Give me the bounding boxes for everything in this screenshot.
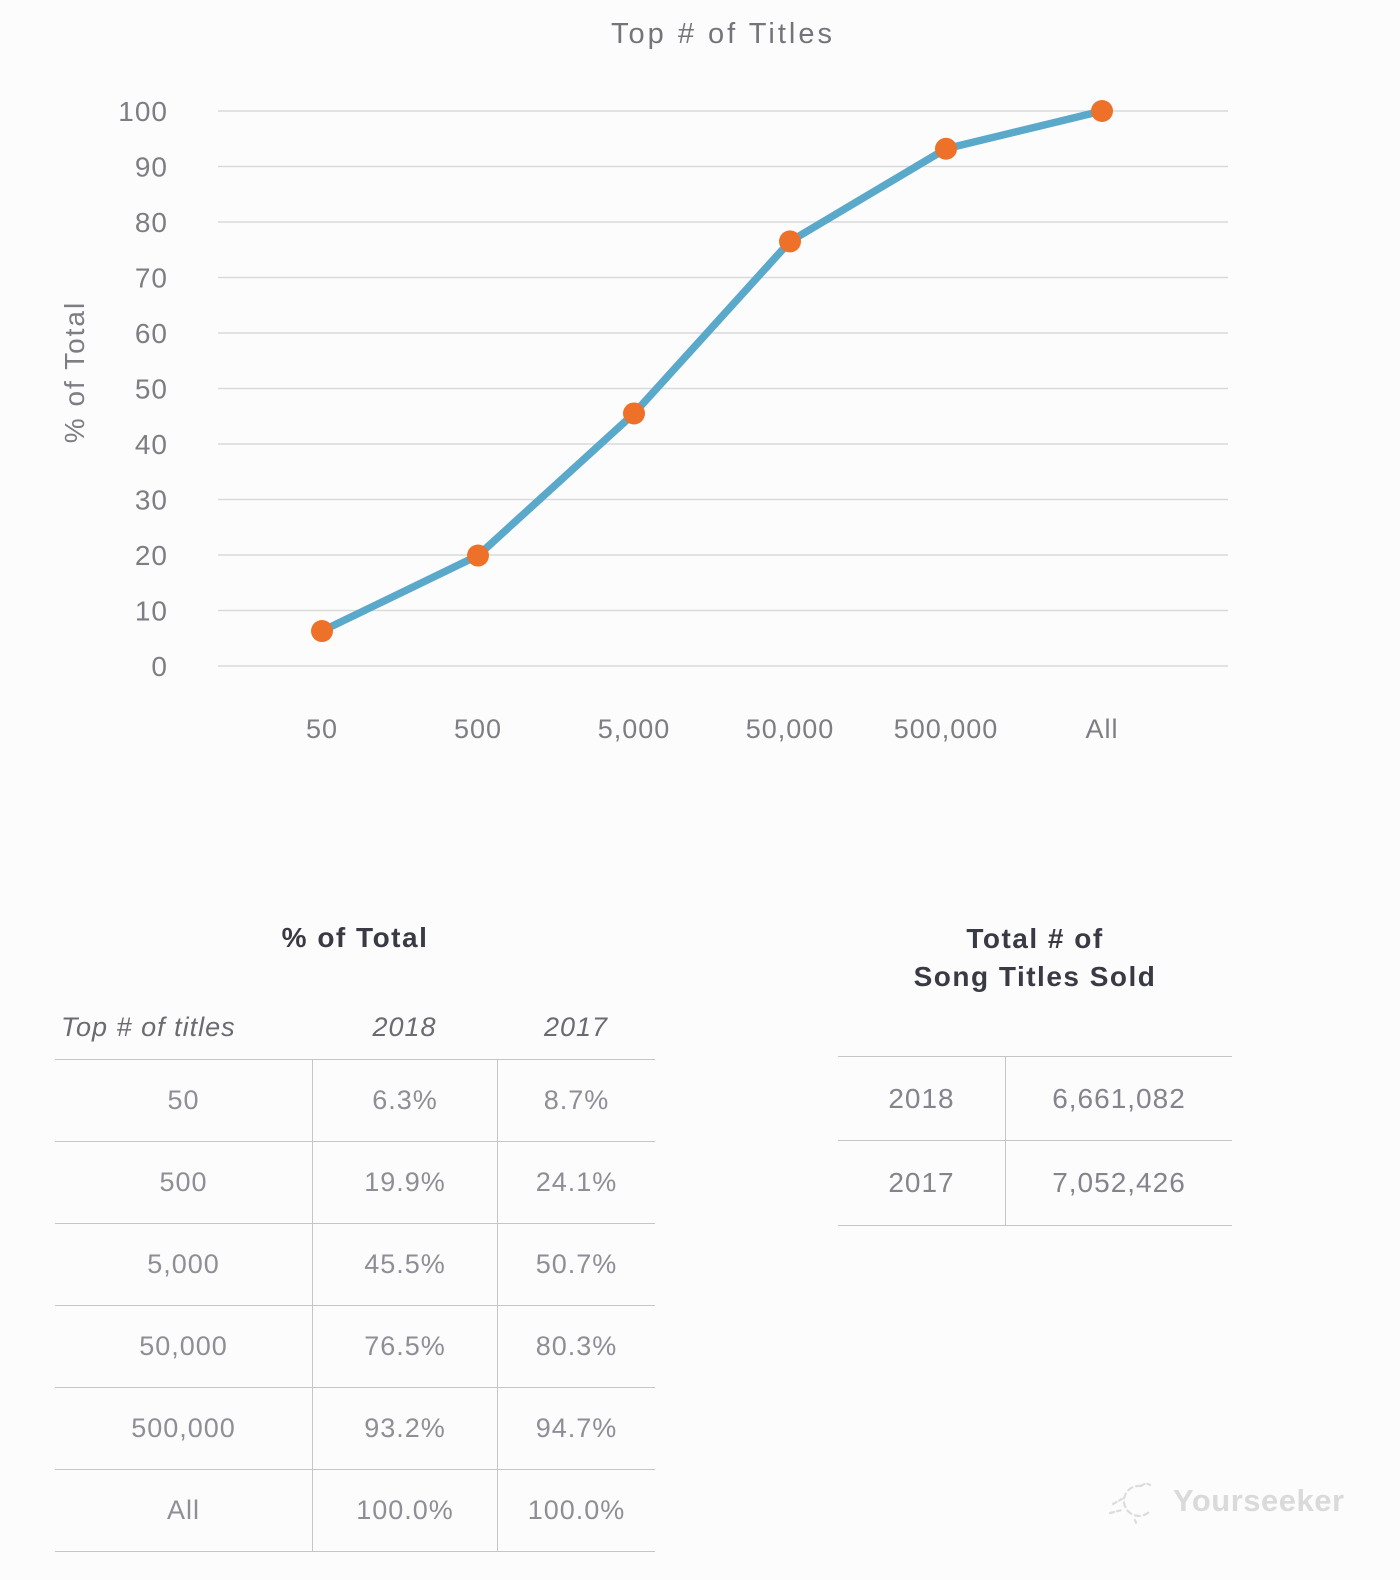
table-cell: 50 [55, 1059, 312, 1141]
column-header-2018: 2018 [372, 1012, 437, 1042]
titles-sold-title-line2: Song Titles Sold [913, 961, 1157, 992]
column-header-2017: 2017 [543, 1012, 609, 1042]
table-cell: 50,000 [55, 1305, 312, 1387]
titles-sold-table: Total # of Song Titles Sold 2018 6,661,08… [838, 912, 1232, 1226]
titles-sold-body: 2018 6,661,082 2017 7,052,426 [838, 1056, 1232, 1226]
y-tick-label: 100 [118, 96, 168, 127]
y-tick-label: 90 [135, 152, 168, 183]
y-tick-label: 0 [151, 651, 168, 682]
x-tick-label: 500,000 [894, 714, 999, 744]
x-tick-label: 50,000 [746, 714, 835, 744]
table-cell: 500 [55, 1141, 312, 1223]
x-tick-label: 500 [454, 714, 502, 744]
x-tick-label: 5,000 [598, 714, 671, 744]
yourseeker-logo-text: Yourseeker [1173, 1483, 1345, 1518]
y-tick-label: 40 [135, 429, 168, 460]
table-cell: 100.0% [497, 1469, 655, 1551]
table-cell: All [55, 1469, 312, 1551]
percent-of-total-table: % of Total Top # of titles 2018 2017 50 6… [55, 912, 655, 1552]
y-tick-label: 50 [135, 374, 168, 405]
titles-sold-title-line1: Total # of [966, 923, 1104, 954]
y-tick-label: 10 [135, 596, 168, 627]
data-point [311, 620, 333, 643]
y-tick-label: 80 [135, 207, 168, 238]
table-cell: 2018 [838, 1057, 1005, 1141]
data-point [467, 544, 489, 567]
table-cell: 2017 [888, 1167, 955, 1198]
data-point [623, 402, 645, 425]
x-tick-label: 50 [306, 714, 338, 744]
yourseeker-logo-icon [1108, 1482, 1152, 1527]
table-cell: 100.0% [312, 1469, 497, 1551]
table-cell: 93.2% [312, 1387, 497, 1469]
percent-of-total-header-row: Top # of titles 2018 2017 [55, 954, 655, 1059]
table-cell: 500,000 [55, 1387, 312, 1469]
table-cell: 80.3% [497, 1305, 655, 1387]
y-tick-label: 70 [135, 263, 168, 294]
table-cell: 7,052,426 [1005, 1141, 1232, 1225]
table-cell: 50.7% [497, 1223, 655, 1305]
data-point [779, 230, 801, 253]
y-tick-label: 30 [135, 485, 168, 516]
data-point [935, 137, 957, 160]
percent-of-total-body: 50 6.3% 8.7% 500 19.9% 24.1% 5,000 45.5% 50.7% 50… [55, 1059, 655, 1552]
data-point [1091, 100, 1113, 122]
table-cell: 24.1% [497, 1141, 655, 1223]
table-cell: 8.7% [497, 1059, 655, 1141]
line-chart: 0 10 20 30 40 50 60 70 80 90 100 50 500 5,000 50,000 50… [118, 96, 1228, 744]
yourseeker-watermark: Yourseeker [1105, 1474, 1345, 1528]
column-header-top-titles: Top # of titles [61, 1012, 236, 1042]
table-cell: 19.9% [312, 1141, 497, 1223]
table-cell: 94.7% [497, 1387, 655, 1469]
y-tick-label: 20 [135, 540, 168, 571]
x-tick-label: All [1085, 714, 1118, 744]
y-tick-label: 60 [135, 318, 168, 349]
titles-sold-title: Total # of Song Titles Sold [838, 920, 1232, 996]
series-line-2018 [318, 107, 1106, 635]
table-cell: 6.3% [312, 1059, 497, 1141]
percent-of-total-title: % of Total [281, 922, 429, 953]
table-cell: 6,661,082 [1005, 1057, 1232, 1141]
chart-title: Top # of Titles [611, 18, 835, 50]
table-cell: 45.5% [312, 1223, 497, 1305]
table-cell: 76.5% [312, 1305, 497, 1387]
table-cell: 5,000 [55, 1223, 312, 1305]
